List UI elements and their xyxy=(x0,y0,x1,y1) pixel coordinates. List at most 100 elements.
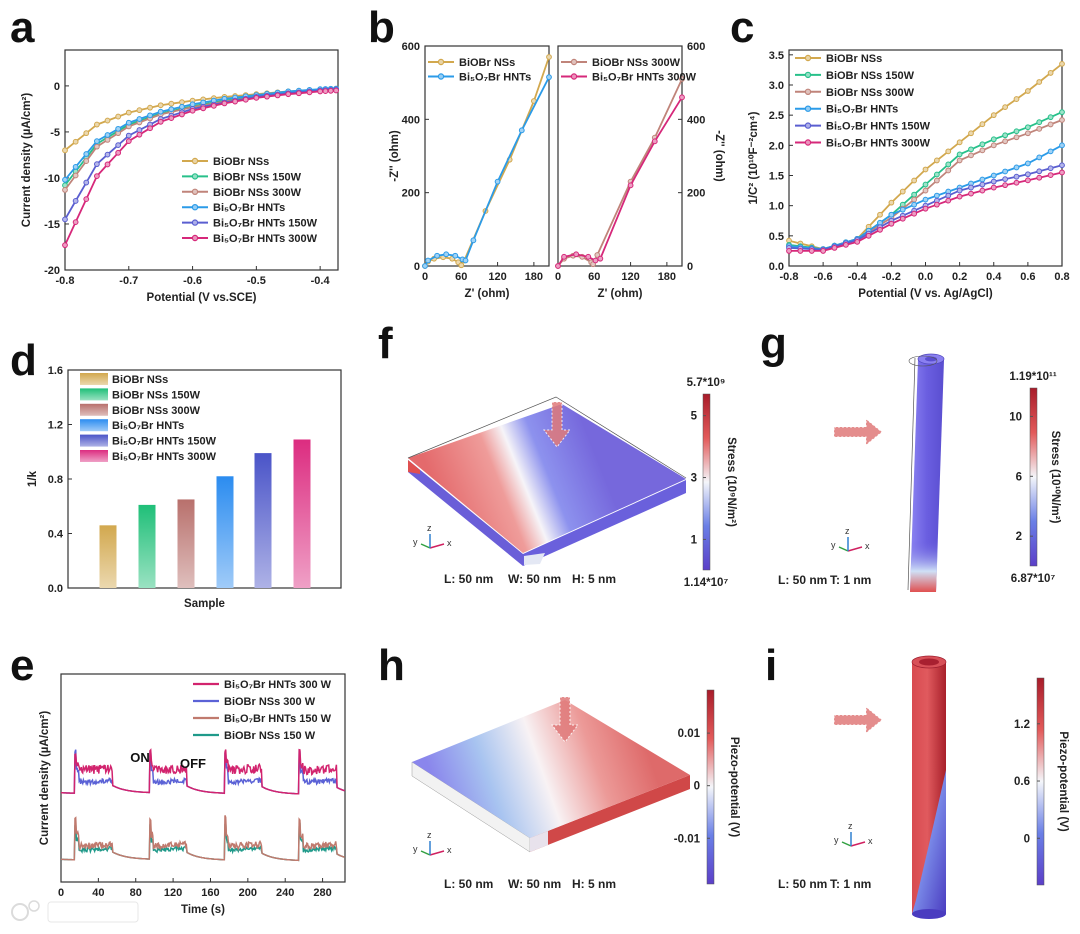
y-axis-label: Current density (µA/cm²) xyxy=(39,711,51,846)
slab-right-face xyxy=(523,480,686,566)
data-point xyxy=(877,211,883,218)
legend-marker xyxy=(804,54,812,62)
legend-item: BiOBr NSs 150W xyxy=(182,171,302,183)
axis-x-label: x xyxy=(868,836,873,846)
data-point xyxy=(72,219,79,226)
colorbar-title: Piezo-potential (V) xyxy=(728,737,740,837)
data-point xyxy=(72,164,79,170)
legend-item: Bi₅O₇Br HNTs 300W xyxy=(182,233,318,245)
data-point xyxy=(317,88,324,95)
data-point xyxy=(888,199,895,206)
data-point xyxy=(933,192,940,199)
legend-item: BiOBr NSs 300W xyxy=(561,57,681,69)
data-point xyxy=(322,88,329,95)
panel-label: g xyxy=(760,319,787,368)
data-point xyxy=(979,181,986,188)
legend-label: BiOBr NSs 300W xyxy=(112,405,201,417)
data-point xyxy=(592,257,599,264)
data-point xyxy=(968,152,974,159)
data-point xyxy=(1047,70,1054,76)
data-point xyxy=(945,148,952,155)
data-point xyxy=(911,201,918,208)
nanotube-stress-model xyxy=(907,353,945,592)
bar-bi-o-br-hnts-300w xyxy=(293,439,311,588)
data-point xyxy=(1036,154,1043,161)
legend-label: Bi₅O₇Br HNTs 300W xyxy=(826,138,931,150)
legend: Bi₅O₇Br HNTs 300 W BiOBr NSs 300 W Bi₅O₇Br… xyxy=(193,679,332,742)
x-axis-label: Sample xyxy=(184,598,225,610)
data-point xyxy=(115,142,122,149)
colorbar-i: 1.2 0.6 0 Piezo-potential (V) xyxy=(1014,677,1069,886)
data-point xyxy=(1024,88,1031,94)
colorbar-min-label: 1.14*10⁷ xyxy=(684,577,729,589)
data-point xyxy=(83,158,90,164)
legend-item: BiOBr NSs 300W xyxy=(182,187,302,199)
legend-label: BiOBr NSs 300W xyxy=(826,87,915,99)
data-point xyxy=(1036,119,1043,126)
data-point xyxy=(147,125,153,132)
data-point xyxy=(555,263,561,269)
data-point xyxy=(842,241,849,248)
force-arrow-icon xyxy=(550,696,580,743)
y-tick-label: 0.5 xyxy=(769,231,784,243)
y-axis-label: Current density (µA/cm²) xyxy=(21,93,33,228)
y-tick-label: -5 xyxy=(50,127,60,139)
data-point xyxy=(200,105,207,112)
data-point xyxy=(115,125,122,132)
x-tick-label: -0.4 xyxy=(311,275,331,287)
panel-label: d xyxy=(10,336,37,385)
data-point xyxy=(93,121,100,128)
data-point xyxy=(1013,164,1020,171)
x-tick-label: 80 xyxy=(130,887,142,899)
y-tick-label: 0.0 xyxy=(48,583,63,595)
legend-marker xyxy=(191,203,199,211)
data-point xyxy=(1002,176,1009,183)
legend-label: Bi₅O₇Br HNTs 150W xyxy=(112,436,217,448)
data-point xyxy=(990,184,997,191)
data-point xyxy=(62,176,68,183)
legend-item: BiOBr NSs 300W xyxy=(795,87,915,99)
data-point xyxy=(306,89,313,96)
legend-label: BiOBr NSs 150W xyxy=(213,171,302,183)
series-bi-o-br-hnts-150-w xyxy=(60,815,346,862)
legend-marker xyxy=(804,139,812,146)
legend-label: Bi₅O₇Br HNTs 150 W xyxy=(224,713,332,725)
data-point xyxy=(956,157,963,164)
legend-swatch xyxy=(80,373,108,385)
x-tick-label: -0.6 xyxy=(814,271,833,283)
data-point xyxy=(62,242,68,249)
y-tick-label: 200 xyxy=(402,188,420,200)
x-tick-label: 0 xyxy=(58,887,64,899)
data-point xyxy=(546,74,552,81)
y-tick-label: 600 xyxy=(687,41,705,53)
x-tick-label: -0.2 xyxy=(882,271,901,283)
annotation-off: OFF xyxy=(180,756,206,771)
data-point xyxy=(125,138,132,145)
bar-bi-o-br-hnts xyxy=(216,476,234,588)
data-point xyxy=(679,76,685,82)
series-biobr-nss xyxy=(422,54,552,269)
legend-label: Bi₅O₇Br HNTs 300W xyxy=(213,233,318,245)
legend-swatch xyxy=(80,434,108,447)
bar-biobr-nss-150w xyxy=(138,504,156,588)
legend-item: BiOBr NSs 300 W xyxy=(193,696,316,708)
x-tick-label: 0.0 xyxy=(918,271,933,283)
colorbar-title: Stress (10⁹N/m²) xyxy=(725,437,737,527)
series-bi-o-br-hnts-300w xyxy=(62,87,339,249)
legend-item: BiOBr NSs 150 W xyxy=(193,730,316,742)
data-point xyxy=(1013,179,1020,186)
axis-z-label: z xyxy=(427,830,432,840)
data-point xyxy=(877,226,883,233)
data-point xyxy=(104,151,111,158)
panel-label: e xyxy=(10,641,34,690)
data-point xyxy=(104,132,111,138)
dimension-label: W: 50 nm xyxy=(508,877,561,891)
y-tick-label: 0.8 xyxy=(48,474,63,486)
slab-top-face xyxy=(408,404,686,553)
data-point xyxy=(425,257,431,264)
legend-label: Bi₅O₇Br HNTs xyxy=(213,202,285,214)
data-point xyxy=(1059,169,1065,176)
data-point xyxy=(1013,134,1020,141)
series-line xyxy=(64,87,337,181)
